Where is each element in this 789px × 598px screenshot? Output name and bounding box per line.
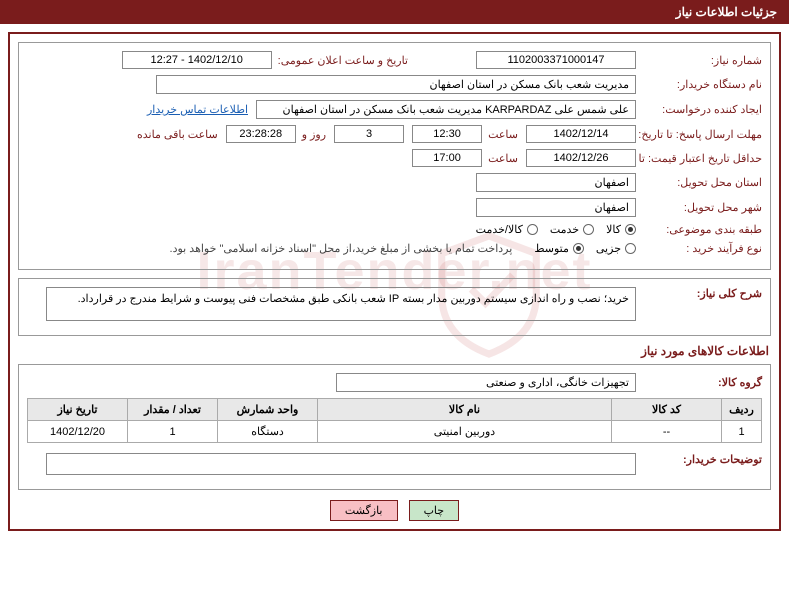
radio-partial[interactable]: جزیی	[596, 242, 636, 255]
buyer-org-value: مدیریت شعب بانک مسکن در استان اصفهان	[156, 75, 636, 94]
cell-unit: دستگاه	[218, 421, 318, 443]
deadline-time: 12:30	[412, 125, 482, 143]
radio-medium-icon	[573, 243, 584, 254]
cell-name: دوربین امنیتی	[318, 421, 612, 443]
description-label: شرح کلی نیاز:	[642, 287, 762, 300]
announce-label: تاریخ و ساعت اعلان عمومی:	[278, 54, 408, 67]
th-date: تاریخ نیاز	[28, 399, 128, 421]
description-text: خرید؛ نصب و راه اندازی سیستم دوربین مدار…	[46, 287, 636, 321]
contact-link[interactable]: اطلاعات تماس خریدار	[147, 103, 248, 116]
radio-partial-label: جزیی	[596, 242, 621, 255]
table-header-row: ردیف کد کالا نام کالا واحد شمارش تعداد /…	[28, 399, 762, 421]
time-label-2: ساعت	[488, 152, 518, 165]
purchase-note: پرداخت تمام یا بخشی از مبلغ خرید،از محل …	[170, 242, 513, 255]
buyer-notes-value	[46, 453, 636, 475]
city-label: شهر محل تحویل:	[642, 201, 762, 214]
radio-service-icon	[583, 224, 594, 235]
print-button[interactable]: چاپ	[409, 500, 460, 521]
radio-goods-service-icon	[527, 224, 538, 235]
cell-date: 1402/12/20	[28, 421, 128, 443]
th-unit: واحد شمارش	[218, 399, 318, 421]
goods-table: ردیف کد کالا نام کالا واحد شمارش تعداد /…	[27, 398, 762, 443]
province-label: استان محل تحویل:	[642, 176, 762, 189]
page-title-bar: جزئیات اطلاعات نیاز	[0, 0, 789, 24]
radio-goods[interactable]: کالا	[606, 223, 636, 236]
days-and-label: روز و	[302, 128, 326, 141]
radio-medium-label: متوسط	[534, 242, 569, 255]
deadline-label: مهلت ارسال پاسخ: تا تاریخ:	[642, 128, 762, 141]
radio-goods-service-label: کالا/خدمت	[476, 223, 523, 236]
details-section: شماره نیاز: 1102003371000147 تاریخ و ساع…	[18, 42, 771, 270]
th-code: کد کالا	[612, 399, 722, 421]
radio-service[interactable]: خدمت	[550, 223, 594, 236]
cell-row: 1	[722, 421, 762, 443]
back-button[interactable]: بازگشت	[330, 500, 398, 521]
description-section: شرح کلی نیاز: خرید؛ نصب و راه اندازی سیس…	[18, 278, 771, 336]
time-label-1: ساعت	[488, 128, 518, 141]
validity-date: 1402/12/26	[526, 149, 636, 167]
group-label: گروه کالا:	[642, 376, 762, 389]
province-value: اصفهان	[476, 173, 636, 192]
table-row: 1 -- دوربین امنیتی دستگاه 1 1402/12/20	[28, 421, 762, 443]
th-name: نام کالا	[318, 399, 612, 421]
page-title: جزئیات اطلاعات نیاز	[676, 5, 777, 19]
radio-goods-icon	[625, 224, 636, 235]
requester-label: ایجاد کننده درخواست:	[642, 103, 762, 116]
requester-value: علی شمس علی KARPARDAZ مدیریت شعب بانک مس…	[256, 100, 636, 119]
radio-goods-service[interactable]: کالا/خدمت	[476, 223, 538, 236]
radio-partial-icon	[625, 243, 636, 254]
remaining-label: ساعت باقی مانده	[137, 128, 218, 141]
radio-medium[interactable]: متوسط	[534, 242, 584, 255]
announce-value: 1402/12/10 - 12:27	[122, 51, 272, 69]
days-count: 3	[334, 125, 404, 143]
validity-time: 17:00	[412, 149, 482, 167]
cell-code: --	[612, 421, 722, 443]
main-container: شماره نیاز: 1102003371000147 تاریخ و ساع…	[8, 32, 781, 531]
city-value: اصفهان	[476, 198, 636, 217]
th-row: ردیف	[722, 399, 762, 421]
group-value: تجهیزات خانگی، اداری و صنعتی	[336, 373, 636, 392]
radio-goods-label: کالا	[606, 223, 621, 236]
purchase-type-label: نوع فرآیند خرید :	[642, 242, 762, 255]
goods-section-title: اطلاعات کالاهای مورد نیاز	[20, 344, 769, 358]
need-number-label: شماره نیاز:	[642, 54, 762, 67]
th-qty: تعداد / مقدار	[128, 399, 218, 421]
buttons-row: چاپ بازگشت	[18, 500, 771, 521]
need-number-value: 1102003371000147	[476, 51, 636, 69]
radio-service-label: خدمت	[550, 223, 579, 236]
countdown: 23:28:28	[226, 125, 296, 143]
buyer-org-label: نام دستگاه خریدار:	[642, 78, 762, 91]
buyer-notes-label: توضیحات خریدار:	[642, 453, 762, 466]
cell-qty: 1	[128, 421, 218, 443]
category-label: طبقه بندی موضوعی:	[642, 223, 762, 236]
goods-section: گروه کالا: تجهیزات خانگی، اداری و صنعتی …	[18, 364, 771, 490]
validity-label: حداقل تاریخ اعتبار قیمت: تا تاریخ:	[642, 152, 762, 165]
deadline-date: 1402/12/14	[526, 125, 636, 143]
